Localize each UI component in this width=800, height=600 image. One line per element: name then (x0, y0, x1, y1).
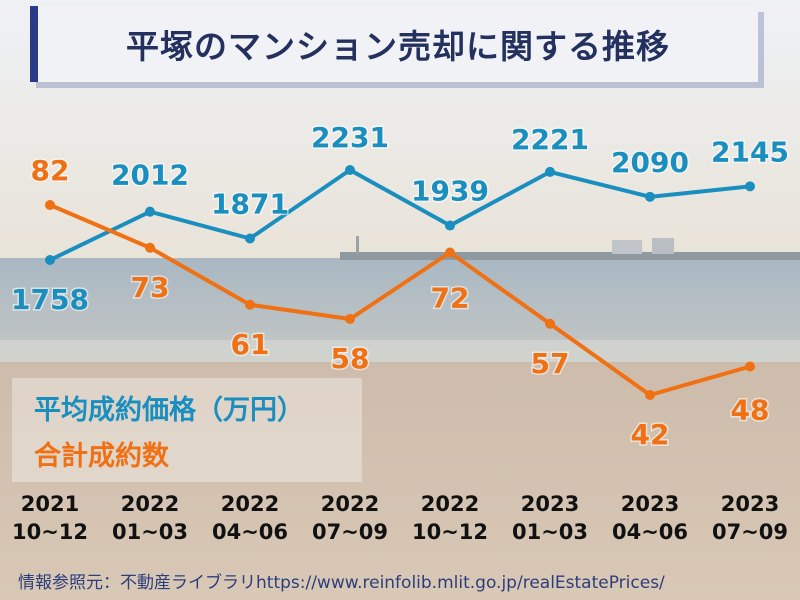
data-point (645, 191, 655, 202)
data-label: 58 (331, 342, 370, 375)
legend-item-count: 合計成約数 (34, 441, 169, 472)
data-label: 2231 (311, 121, 389, 154)
x-tick-label: 2022 01~03 (111, 492, 189, 544)
x-tick-label: 2023 07~09 (711, 492, 789, 544)
x-tick-label: 2022 07~09 (311, 492, 389, 544)
data-label: 1871 (211, 187, 289, 220)
data-point (345, 165, 355, 175)
data-label: 61 (231, 328, 270, 361)
series-line-0 (49, 168, 751, 262)
data-point (45, 255, 55, 265)
data-point (45, 200, 55, 210)
series-line-1 (49, 203, 751, 397)
data-label: 2012 (111, 159, 189, 192)
data-point (345, 314, 355, 324)
data-label: 2090 (611, 146, 689, 179)
data-label: 42 (631, 418, 670, 451)
data-label: 57 (531, 347, 570, 380)
legend: 平均成約価格（万円） 合計成約数 (12, 378, 362, 482)
data-point (745, 181, 755, 192)
data-point (445, 220, 455, 231)
data-label: 73 (131, 271, 170, 304)
data-point (145, 242, 155, 253)
data-label: 1758 (11, 283, 89, 316)
data-label: 72 (431, 282, 470, 315)
data-label: 1939 (411, 175, 489, 208)
title-banner: 平塚のマンション売却に関する推移 (30, 6, 758, 82)
x-tick-label: 2021 10~12 (11, 492, 89, 544)
data-label: 2145 (711, 135, 789, 168)
x-tick-label: 2022 10~12 (411, 492, 489, 544)
data-point (245, 233, 255, 244)
x-tick-label: 2023 01~03 (511, 492, 589, 544)
data-label: 82 (31, 154, 70, 187)
data-point (545, 318, 555, 329)
x-tick-label: 2023 04~06 (611, 492, 689, 544)
legend-item-price: 平均成約価格（万円） (34, 395, 304, 426)
chart-title: 平塚のマンション売却に関する推移 (126, 27, 670, 66)
data-point (745, 361, 755, 372)
data-point (145, 206, 155, 217)
data-point (545, 166, 555, 177)
x-tick-label: 2022 04~06 (211, 492, 289, 544)
data-point (445, 247, 455, 258)
data-point (245, 299, 255, 310)
source-credit: 情報参照元：不動産ライブラリhttps://www.reinfolib.mlit… (18, 573, 665, 593)
data-label: 48 (731, 394, 770, 427)
data-label: 2221 (511, 123, 589, 156)
data-point (645, 390, 655, 400)
